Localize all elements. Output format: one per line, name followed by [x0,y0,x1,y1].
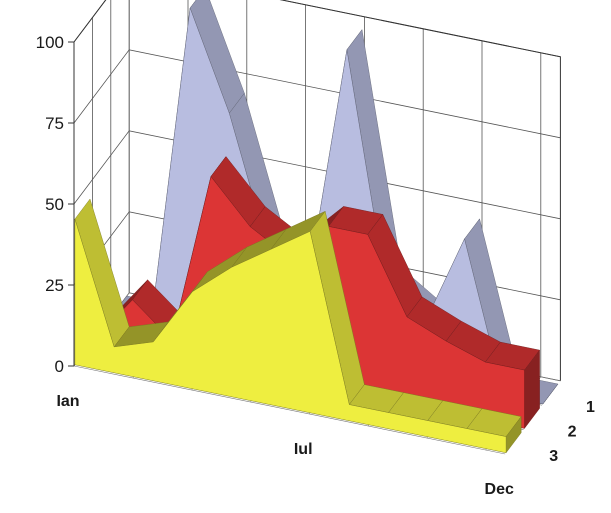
chart-series-areas [74,0,559,454]
x-category-label: Iul [294,441,313,458]
y-tick-label: 25 [45,276,64,295]
area-front-face [74,218,507,454]
area-end-face [542,383,559,405]
series-label: 1 [586,399,595,416]
y-tick-label: 0 [55,357,64,376]
y-tick-label: 100 [36,33,64,52]
chart-axis-labels: 0 25 50 75 100 123 Ian Iul Dec [36,33,595,498]
y-tick-label: 75 [45,114,64,133]
x-category-label: Dec [485,481,514,498]
x-category-label: Ian [56,393,79,410]
floor-line [73,365,506,455]
series-label: 2 [568,423,577,440]
wall-border [73,0,561,381]
y-tick-label: 50 [45,195,64,214]
series-area-3 [74,198,522,454]
series-label: 3 [549,448,558,465]
